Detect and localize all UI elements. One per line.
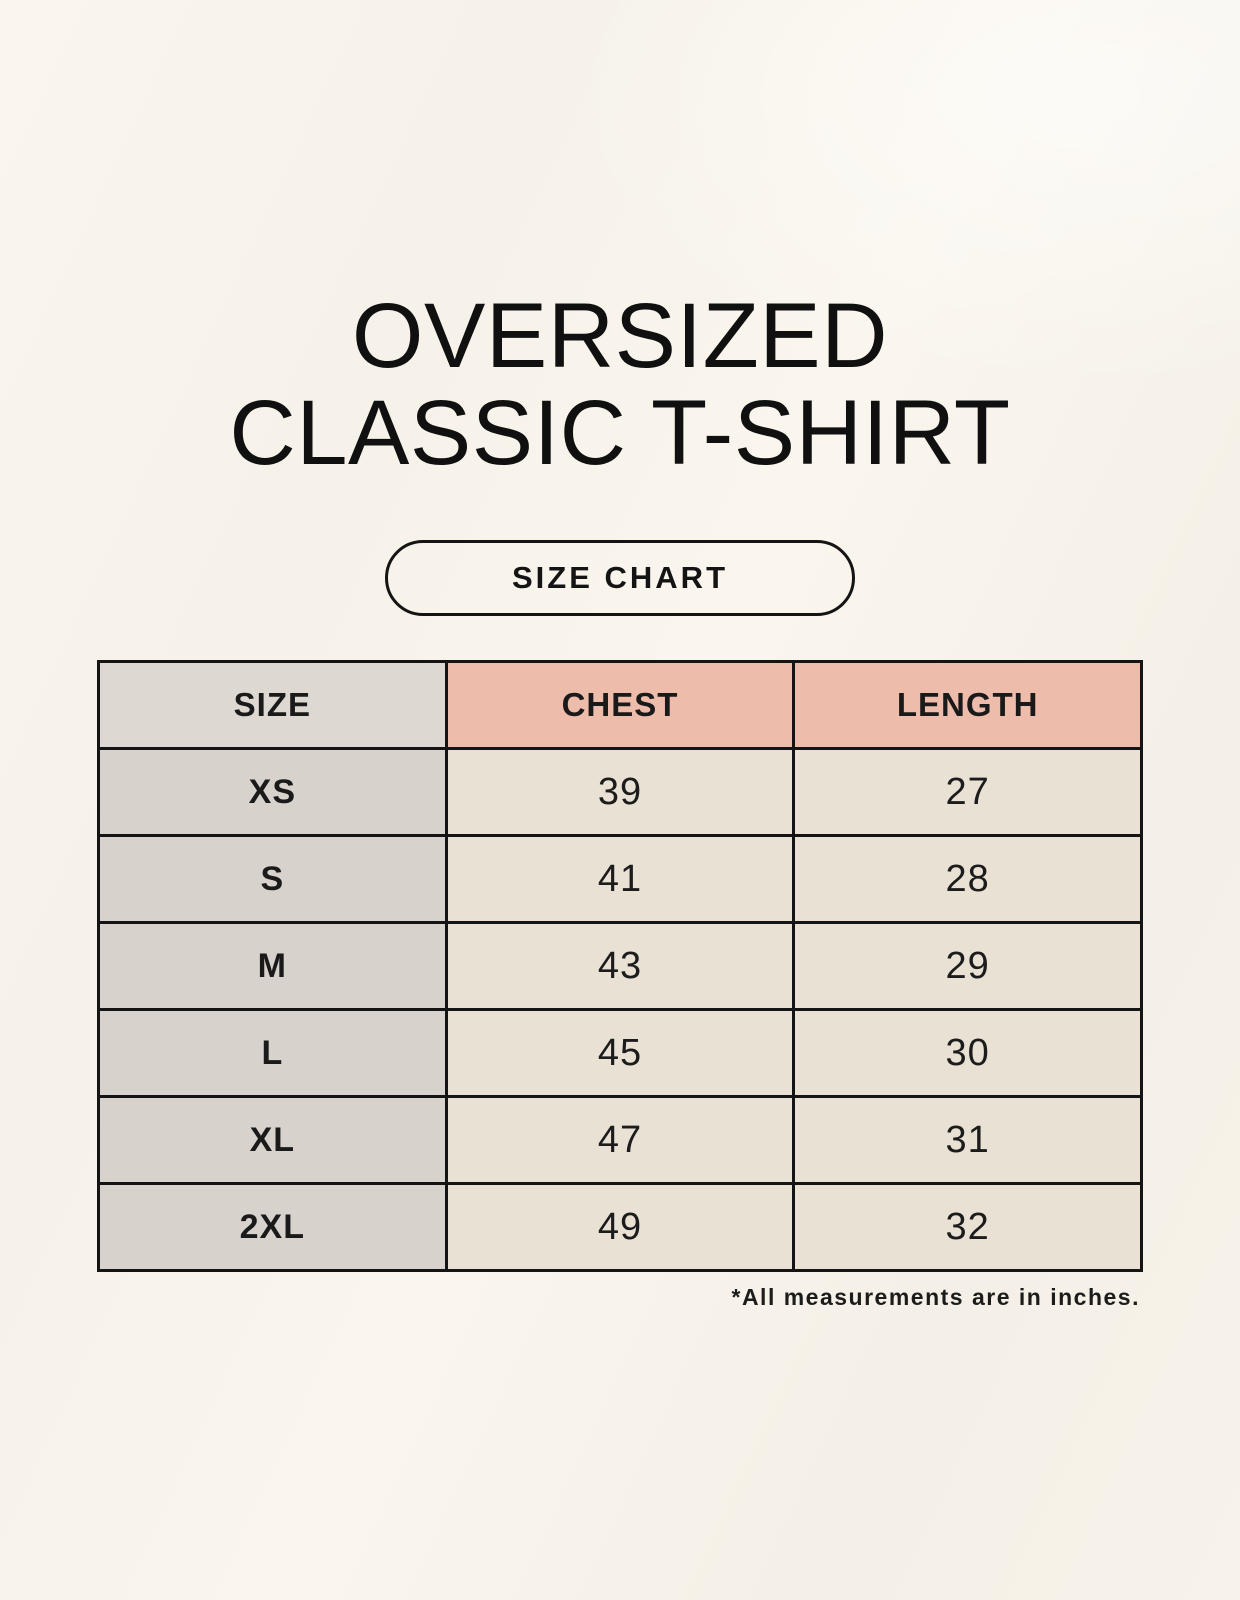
header-chest: CHEST	[444, 660, 796, 750]
size-cell: S	[97, 834, 448, 924]
header-size: SIZE	[97, 660, 448, 750]
length-cell: 31	[792, 1095, 1143, 1185]
size-cell: L	[97, 1008, 448, 1098]
header-length: LENGTH	[792, 660, 1143, 750]
table-row: XS 39 27	[97, 747, 1143, 837]
chest-cell: 41	[444, 834, 796, 924]
length-cell: 30	[792, 1008, 1143, 1098]
chest-cell: 43	[444, 921, 796, 1011]
size-cell: 2XL	[97, 1182, 448, 1272]
size-table: SIZE CHEST LENGTH XS 39 27 S 41 28 M 43 …	[97, 660, 1143, 1272]
chest-cell: 47	[444, 1095, 796, 1185]
page-title-line-1: OVERSIZED	[351, 285, 889, 387]
length-cell: 29	[792, 921, 1143, 1011]
table-row: S 41 28	[97, 834, 1143, 924]
table-row: L 45 30	[97, 1008, 1143, 1098]
length-cell: 27	[792, 747, 1143, 837]
table-row: M 43 29	[97, 921, 1143, 1011]
size-cell: XS	[97, 747, 448, 837]
chest-cell: 45	[444, 1008, 796, 1098]
length-cell: 32	[792, 1182, 1143, 1272]
table-row: XL 47 31	[97, 1095, 1143, 1185]
size-chart-button[interactable]: SIZE CHART	[385, 540, 855, 616]
chest-cell: 49	[444, 1182, 796, 1272]
size-cell: M	[97, 921, 448, 1011]
table-row: 2XL 49 32	[97, 1182, 1143, 1272]
measurements-footnote: *All measurements are in inches.	[731, 1284, 1140, 1310]
table-header-row: SIZE CHEST LENGTH	[97, 660, 1143, 750]
page-title: OVERSIZED CLASSIC T-SHIRT	[0, 288, 1240, 481]
chest-cell: 39	[444, 747, 796, 837]
length-cell: 28	[792, 834, 1143, 924]
page-title-line-2: CLASSIC T-SHIRT	[229, 381, 1011, 484]
size-chart-button-label: SIZE CHART	[512, 560, 728, 595]
size-cell: XL	[97, 1095, 448, 1185]
